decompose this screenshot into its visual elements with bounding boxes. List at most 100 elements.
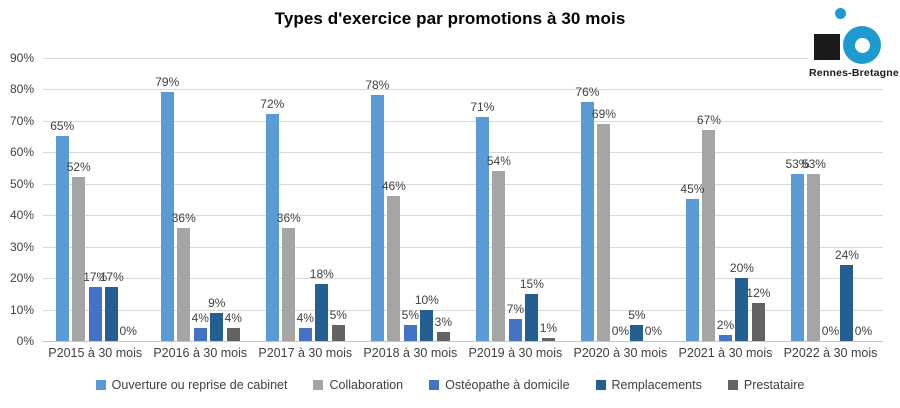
bar [475,117,489,341]
bar [492,170,506,341]
data-label: 79% [155,75,180,90]
x-axis-label: P2022 à 30 mois [783,346,878,360]
y-axis-label: 60% [9,145,34,159]
bar [265,114,279,341]
bar [403,325,417,341]
x-axis-label: P2018 à 30 mois [363,346,458,360]
legend-swatch-remplacements-icon [595,380,606,390]
data-label: 15% [519,276,544,291]
legend-item-osteopathe-domicile: Ostéopathe à domicile [429,378,570,392]
legend-label: Ostéopathe à domicile [445,378,570,392]
data-label: 4% [224,311,242,326]
y-axis-label: 30% [9,239,34,254]
bar [580,101,594,341]
legend-swatch-ouverture-icon [95,380,106,390]
legend-label: Collaboration [329,378,404,392]
gridline [42,246,883,248]
bar [177,227,191,341]
data-label: 36% [276,210,301,225]
bar [525,293,539,341]
gridline [42,120,883,122]
bar [105,287,119,341]
data-label: 7% [506,301,525,316]
gridline [42,309,883,311]
y-axis-label: 40% [9,208,34,222]
x-axis-line [42,341,883,342]
bar [420,309,434,341]
y-axis-label: 50% [9,176,34,191]
legend-swatch-osteopathe-icon [429,380,440,390]
y-axis-label: 90% [9,50,34,65]
logo-text: Rennes-Bretagne [809,67,899,79]
bar [193,328,207,341]
bar [735,278,749,341]
bar [88,287,102,341]
bar [751,303,765,341]
data-label: 65% [50,119,75,134]
bar [597,123,611,341]
bar [807,174,821,341]
data-label: 5% [329,308,347,323]
data-label: 9% [208,295,226,310]
bar [840,265,854,341]
bar [55,136,69,341]
bar [315,284,329,341]
chart-title: Types d'exercice par promotions à 30 moi… [274,9,626,28]
data-label: 18% [309,267,334,282]
data-label: 10% [414,292,439,307]
legend-item-prestataire: Prestataire [727,378,805,392]
data-label: 54% [486,153,511,168]
gridline [42,183,883,185]
bar [387,196,401,341]
legend-item-remplacements: Remplacements [595,378,702,392]
data-label: 53% [785,157,810,172]
gridline [42,57,883,59]
data-label: 1% [539,320,558,335]
legend-label: Prestataire [743,378,805,392]
x-axis-label: P2016 à 30 mois [153,346,248,360]
data-label: 52% [66,160,91,175]
legend-label: Ouverture ou reprise de cabinet [111,378,288,392]
bar [298,328,312,341]
y-axis-label: 0% [16,334,34,348]
x-axis-label: P2021 à 30 mois [678,346,773,360]
legend-item-ouverture: Ouverture ou reprise de cabinet [95,378,288,392]
data-label: 17% [99,270,124,285]
chart-legend: Ouverture ou reprise de cabinet Collabor… [0,378,900,392]
data-label: 72% [260,97,285,112]
legend-swatch-prestataire-icon [727,380,738,390]
y-axis-label: 80% [9,82,34,96]
x-axis-label: P2017 à 30 mois [258,346,353,360]
y-axis-label: 10% [9,302,34,317]
y-axis-label: 70% [9,113,34,128]
data-label: 0% [821,324,840,338]
bar [72,177,86,341]
data-label: 4% [296,311,314,326]
logo-black-square-icon [814,34,840,60]
x-axis-label: P2019 à 30 mois [468,346,563,360]
gridline [42,215,883,216]
data-label: 17% [83,270,108,285]
data-label: 46% [381,179,406,194]
data-label: 0% [644,324,663,338]
bar [718,334,732,341]
data-label: 0% [611,324,630,338]
data-label: 24% [834,248,859,263]
bar [331,325,345,341]
bar [685,199,699,341]
bar [630,325,644,341]
data-label: 5% [628,308,646,323]
legend-label: Remplacements [611,378,702,392]
gridline [42,152,883,153]
data-label: 20% [729,261,754,275]
logo-dot-icon [835,8,846,19]
bar [436,331,450,341]
data-label: 12% [746,286,771,301]
bar [508,318,522,341]
data-label: 76% [575,84,600,99]
data-label: 5% [401,308,419,323]
y-axis-label: 20% [9,271,34,285]
data-label: 0% [854,324,873,338]
x-axis-label: P2015 à 30 mois [48,346,143,360]
